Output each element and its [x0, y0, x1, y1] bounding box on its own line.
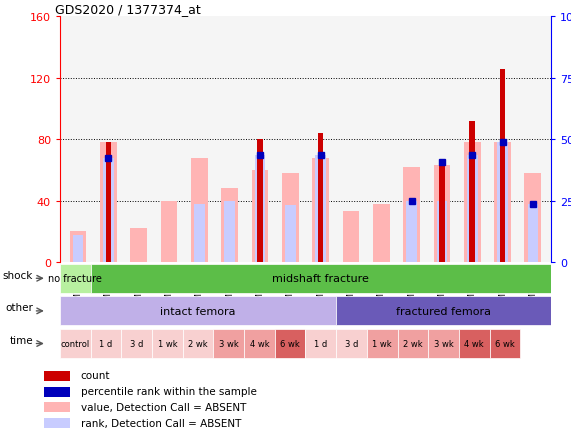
Bar [255, 155, 266, 263]
Bar [44, 371, 70, 381]
Bar [103, 158, 114, 263]
Bar [525, 174, 541, 263]
Bar [336, 297, 551, 326]
Bar [161, 201, 178, 263]
Bar [60, 264, 91, 293]
Bar [285, 206, 296, 263]
Text: time: time [9, 335, 33, 345]
Text: GDS2020 / 1377374_at: GDS2020 / 1377374_at [55, 3, 201, 16]
Bar [315, 155, 326, 263]
Bar [336, 329, 367, 358]
Bar [312, 158, 329, 263]
Bar [464, 143, 481, 263]
Text: 3 wk: 3 wk [219, 339, 239, 348]
Bar [500, 69, 505, 263]
Bar [305, 329, 336, 358]
Bar [490, 329, 520, 358]
Bar [428, 329, 459, 358]
Bar [258, 140, 263, 263]
Bar [275, 329, 305, 358]
Bar [494, 143, 511, 263]
Bar [367, 329, 397, 358]
Bar [318, 134, 323, 263]
Bar [373, 204, 389, 263]
Text: 3 d: 3 d [130, 339, 143, 348]
Bar [497, 143, 508, 263]
Text: no fracture: no fracture [49, 274, 102, 283]
Bar [60, 329, 91, 358]
Bar [91, 329, 121, 358]
Bar [407, 201, 417, 263]
Text: midshaft fracture: midshaft fracture [272, 274, 369, 283]
Text: 2 wk: 2 wk [403, 339, 423, 348]
Text: 6 wk: 6 wk [280, 339, 300, 348]
Bar [437, 201, 447, 263]
Bar [106, 143, 111, 263]
Text: value, Detection Call = ABSENT: value, Detection Call = ABSENT [81, 402, 246, 412]
Text: 1 wk: 1 wk [372, 339, 392, 348]
Bar [252, 171, 268, 263]
Bar [100, 143, 117, 263]
Text: 3 d: 3 d [345, 339, 358, 348]
Text: 2 wk: 2 wk [188, 339, 208, 348]
Text: 4 wk: 4 wk [250, 339, 270, 348]
Bar [433, 166, 450, 263]
Bar [469, 122, 475, 263]
Bar [122, 329, 152, 358]
Bar [44, 418, 70, 428]
Text: 3 wk: 3 wk [434, 339, 453, 348]
Bar [130, 229, 147, 263]
Bar [191, 158, 208, 263]
Text: fractured femora: fractured femora [396, 306, 491, 316]
Text: percentile rank within the sample: percentile rank within the sample [81, 386, 256, 396]
Text: count: count [81, 370, 110, 380]
Bar [194, 204, 204, 263]
Bar [214, 329, 244, 358]
Bar [44, 387, 70, 397]
Bar [224, 201, 235, 263]
Bar [459, 329, 490, 358]
Bar [60, 297, 336, 326]
Bar [528, 204, 538, 263]
Bar [403, 168, 420, 263]
Text: 1 d: 1 d [314, 339, 327, 348]
Text: 6 wk: 6 wk [495, 339, 515, 348]
Text: 1 wk: 1 wk [158, 339, 177, 348]
Text: rank, Detection Call = ABSENT: rank, Detection Call = ABSENT [81, 418, 241, 427]
Bar [397, 329, 428, 358]
Bar [282, 174, 299, 263]
Text: intact femora: intact femora [160, 306, 236, 316]
Text: shock: shock [3, 270, 33, 280]
Bar [73, 235, 83, 263]
Bar [244, 329, 275, 358]
Bar [183, 329, 214, 358]
Text: 4 wk: 4 wk [464, 339, 484, 348]
Bar [70, 232, 86, 263]
Bar [44, 402, 70, 412]
Bar [467, 155, 477, 263]
Bar [152, 329, 183, 358]
Text: 1 d: 1 d [99, 339, 112, 348]
Bar [343, 212, 359, 263]
Bar [439, 166, 445, 263]
Text: control: control [61, 339, 90, 348]
Text: other: other [5, 302, 33, 312]
Bar [222, 189, 238, 263]
